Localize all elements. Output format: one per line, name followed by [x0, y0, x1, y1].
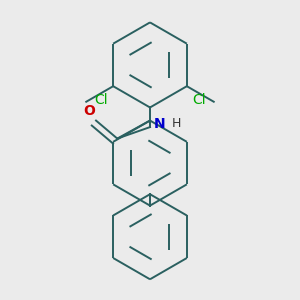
Text: H: H — [171, 117, 181, 130]
Text: Cl: Cl — [192, 93, 206, 107]
Text: N: N — [153, 117, 165, 131]
Text: Cl: Cl — [94, 93, 108, 107]
Text: O: O — [83, 104, 95, 118]
